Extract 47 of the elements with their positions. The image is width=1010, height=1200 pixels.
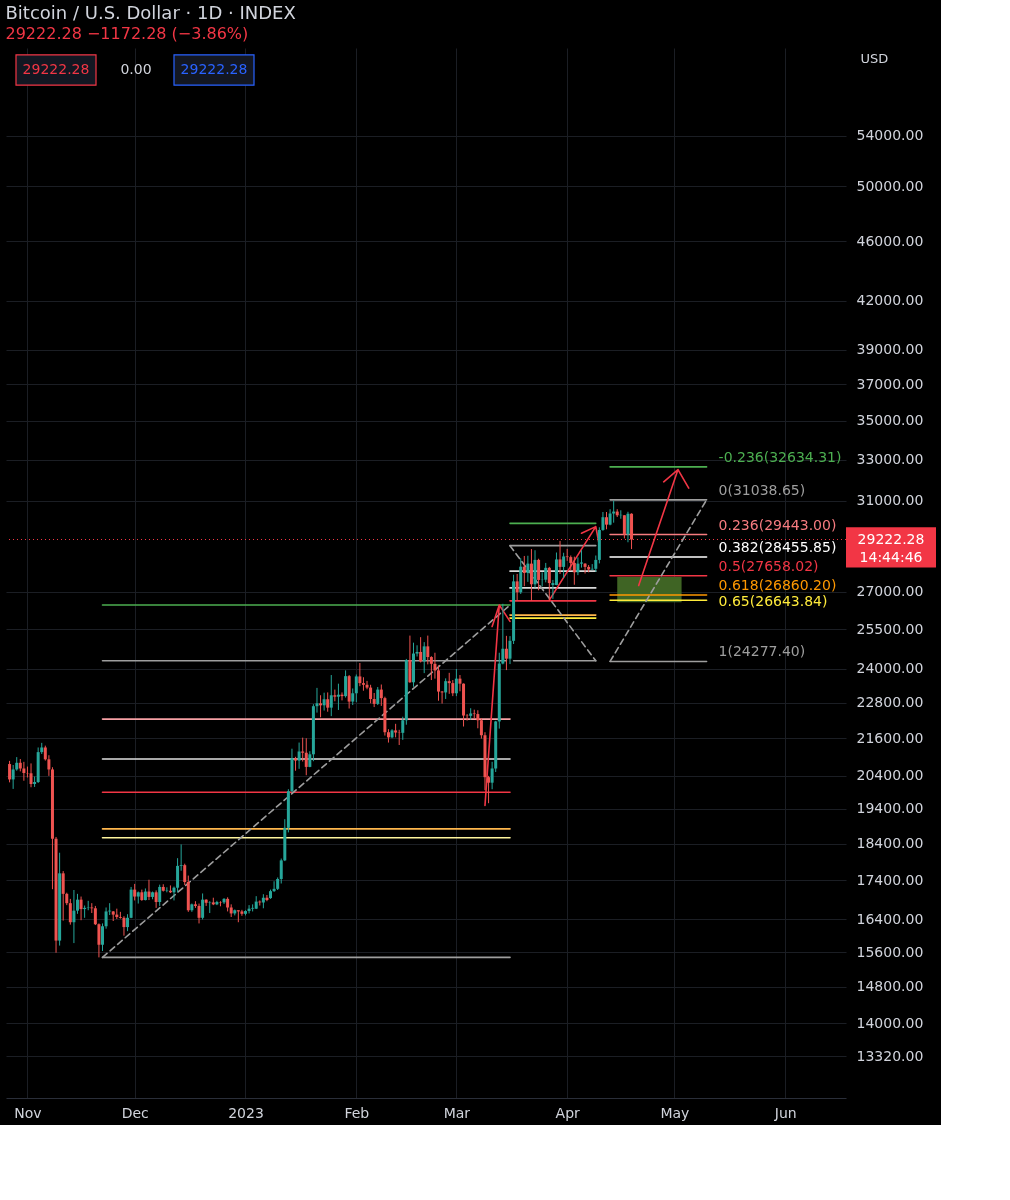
- y-tick-label: 37000.00: [856, 375, 924, 392]
- series-label: 0.65(26643.84): [718, 592, 828, 609]
- x-tick-label: 2023: [228, 1104, 264, 1121]
- chart-title: Bitcoin / U.S. Dollar · 1D · INDEX: [5, 2, 296, 23]
- chart-subtitle: 29222.28 −1172.28 (−3.86%): [5, 24, 249, 43]
- y-tick-label: 17400.00: [856, 871, 924, 888]
- series-label: 0.5(27658.02): [718, 557, 819, 574]
- annotation: 29222.28: [22, 61, 90, 77]
- series-label: -0.236(32634.31): [718, 448, 842, 465]
- y-tick-label: 19400.00: [856, 800, 924, 817]
- y-axis-title: USD: [860, 50, 889, 66]
- series-label: 1(24277.40): [718, 643, 806, 660]
- annotation: 0.00: [120, 61, 152, 77]
- y-tick-label: 33000.00: [856, 451, 924, 468]
- annotation: 29222.28: [180, 61, 248, 77]
- y-tick-label: 54000.00: [856, 127, 924, 144]
- x-tick-label: May: [660, 1104, 690, 1121]
- y-tick-label: 13320.00: [856, 1047, 924, 1064]
- y-tick-label: 20400.00: [856, 767, 924, 784]
- x-tick-label: Apr: [555, 1104, 581, 1121]
- y-tick-label: 50000.00: [856, 177, 924, 194]
- series-label: 0.618(26860.20): [718, 576, 837, 593]
- series-label: 0.382(28455.85): [718, 538, 837, 555]
- y-tick-label: 14800.00: [856, 978, 924, 995]
- series-label: 0.236(29443.00): [718, 516, 837, 533]
- x-tick-label: Dec: [121, 1104, 149, 1121]
- x-tick-label: Nov: [14, 1104, 42, 1121]
- y-tick-label: 42000.00: [856, 292, 924, 309]
- y-tick-label: 39000.00: [856, 341, 924, 358]
- y-tick-label: 25500.00: [856, 620, 924, 637]
- y-tick-label: 14000.00: [856, 1014, 924, 1031]
- text: 14:44:46: [859, 548, 923, 565]
- series-label: 0(31038.65): [718, 481, 806, 498]
- x-tick-label: Jun: [773, 1104, 797, 1121]
- y-tick-label: 21600.00: [856, 729, 924, 746]
- y-tick-label: 22800.00: [856, 694, 924, 711]
- y-tick-label: 27000.00: [856, 583, 924, 600]
- y-tick-label: 15600.00: [856, 943, 924, 960]
- y-tick-label: 46000.00: [856, 232, 924, 249]
- y-tick-label: 24000.00: [856, 660, 924, 677]
- x-tick-label: Feb: [344, 1104, 370, 1121]
- x-tick-label: Mar: [443, 1104, 471, 1121]
- y-tick-label: 31000.00: [856, 492, 924, 509]
- y-tick-label: 35000.00: [856, 412, 924, 429]
- ref-line-label: 29222.28: [857, 530, 925, 547]
- y-tick-label: 16400.00: [856, 910, 924, 927]
- y-tick-label: 18400.00: [856, 835, 924, 852]
